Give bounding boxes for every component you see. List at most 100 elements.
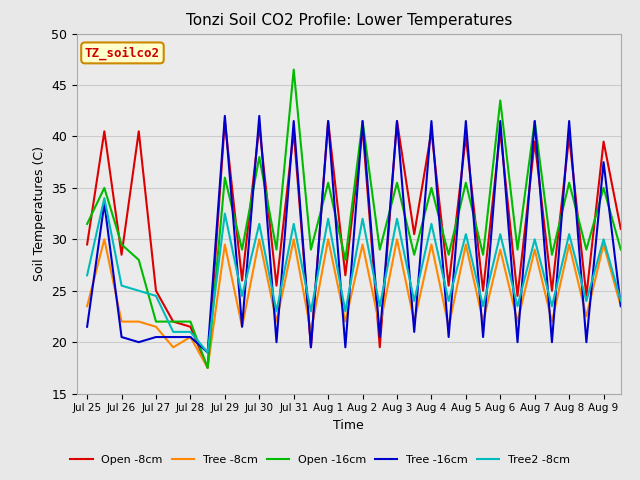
Open -16cm xyxy=(324,180,332,186)
Tree2 -8cm xyxy=(600,237,607,242)
Tree -8cm xyxy=(118,319,125,324)
Tree2 -8cm xyxy=(152,293,160,299)
Tree2 -8cm xyxy=(324,216,332,222)
Tree -16cm xyxy=(221,113,228,119)
Tree -8cm xyxy=(548,319,556,324)
Open -16cm xyxy=(273,247,280,252)
Tree2 -8cm xyxy=(462,231,470,237)
Tree2 -8cm xyxy=(204,349,211,355)
Tree -16cm xyxy=(600,159,607,165)
Open -8cm xyxy=(479,288,487,294)
Tree -8cm xyxy=(359,241,367,247)
Tree -8cm xyxy=(324,237,332,242)
Tree2 -8cm xyxy=(617,298,625,304)
Line: Open -8cm: Open -8cm xyxy=(87,121,621,368)
Line: Tree -16cm: Tree -16cm xyxy=(87,116,621,352)
Tree2 -8cm xyxy=(497,231,504,237)
Open -16cm xyxy=(359,118,367,124)
Tree -8cm xyxy=(410,319,418,324)
Tree -16cm xyxy=(324,118,332,124)
Open -16cm xyxy=(462,180,470,186)
Tree -16cm xyxy=(376,334,383,340)
Tree -16cm xyxy=(204,349,211,355)
Tree -8cm xyxy=(428,241,435,247)
Open -16cm xyxy=(170,319,177,324)
Open -16cm xyxy=(428,185,435,191)
Open -8cm xyxy=(342,273,349,278)
Tree -16cm xyxy=(118,334,125,340)
Tree -8cm xyxy=(238,324,246,330)
Tree -8cm xyxy=(135,319,143,324)
Tree2 -8cm xyxy=(290,221,298,227)
Tree2 -8cm xyxy=(514,303,522,309)
Tree -16cm xyxy=(273,339,280,345)
Tree -8cm xyxy=(462,241,470,247)
Tree -8cm xyxy=(221,241,228,247)
Tree2 -8cm xyxy=(376,303,383,309)
X-axis label: Time: Time xyxy=(333,419,364,432)
Tree -16cm xyxy=(135,339,143,345)
Open -8cm xyxy=(359,125,367,131)
Tree -8cm xyxy=(307,329,315,335)
Tree -16cm xyxy=(100,201,108,206)
Tree2 -8cm xyxy=(83,273,91,278)
Tree2 -8cm xyxy=(582,298,590,304)
Open -16cm xyxy=(221,175,228,180)
Open -8cm xyxy=(118,252,125,258)
Tree -8cm xyxy=(170,345,177,350)
Tree -16cm xyxy=(617,303,625,309)
Tree2 -8cm xyxy=(445,298,452,304)
Title: Tonzi Soil CO2 Profile: Lower Temperatures: Tonzi Soil CO2 Profile: Lower Temperatur… xyxy=(186,13,512,28)
Open -8cm xyxy=(582,293,590,299)
Tree -8cm xyxy=(582,313,590,319)
Tree2 -8cm xyxy=(359,216,367,222)
Open -8cm xyxy=(445,283,452,288)
Tree -16cm xyxy=(497,118,504,124)
Tree -8cm xyxy=(514,319,522,324)
Open -16cm xyxy=(118,241,125,247)
Tree2 -8cm xyxy=(342,309,349,314)
Tree -8cm xyxy=(617,303,625,309)
Open -8cm xyxy=(376,345,383,350)
Tree -16cm xyxy=(428,118,435,124)
Tree -8cm xyxy=(273,319,280,324)
Open -16cm xyxy=(600,185,607,191)
Open -8cm xyxy=(273,283,280,288)
Tree -16cm xyxy=(531,118,539,124)
Tree2 -8cm xyxy=(393,216,401,222)
Tree2 -8cm xyxy=(428,221,435,227)
Open -8cm xyxy=(221,118,228,124)
Open -16cm xyxy=(152,319,160,324)
Tree -8cm xyxy=(565,241,573,247)
Open -16cm xyxy=(255,154,263,160)
Tree -16cm xyxy=(565,118,573,124)
Open -16cm xyxy=(410,252,418,258)
Open -8cm xyxy=(152,288,160,294)
Open -16cm xyxy=(497,97,504,103)
Open -8cm xyxy=(428,129,435,134)
Open -16cm xyxy=(565,180,573,186)
Line: Tree2 -8cm: Tree2 -8cm xyxy=(87,198,621,352)
Open -16cm xyxy=(445,252,452,258)
Open -16cm xyxy=(393,180,401,186)
Line: Open -16cm: Open -16cm xyxy=(87,70,621,368)
Tree2 -8cm xyxy=(187,329,195,335)
Tree2 -8cm xyxy=(100,195,108,201)
Tree -16cm xyxy=(152,334,160,340)
Tree -8cm xyxy=(255,237,263,242)
Tree -16cm xyxy=(307,345,315,350)
Open -16cm xyxy=(307,247,315,252)
Open -8cm xyxy=(255,123,263,129)
Tree -8cm xyxy=(152,324,160,330)
Open -8cm xyxy=(100,129,108,134)
Tree2 -8cm xyxy=(135,288,143,294)
Open -16cm xyxy=(100,185,108,191)
Open -8cm xyxy=(324,118,332,124)
Open -8cm xyxy=(462,133,470,139)
Tree -16cm xyxy=(514,339,522,345)
Tree -8cm xyxy=(393,237,401,242)
Open -16cm xyxy=(342,257,349,263)
Open -8cm xyxy=(514,293,522,299)
Tree -16cm xyxy=(582,339,590,345)
Tree2 -8cm xyxy=(548,303,556,309)
